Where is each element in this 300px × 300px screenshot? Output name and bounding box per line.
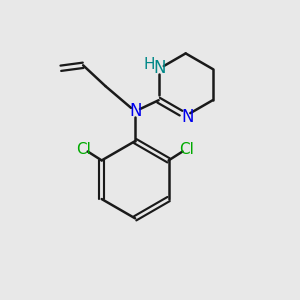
Text: H: H <box>143 57 155 72</box>
Text: N: N <box>129 102 141 120</box>
Text: Cl: Cl <box>180 142 194 157</box>
Text: N: N <box>181 108 194 126</box>
Text: N: N <box>153 58 166 76</box>
Text: Cl: Cl <box>76 142 91 157</box>
